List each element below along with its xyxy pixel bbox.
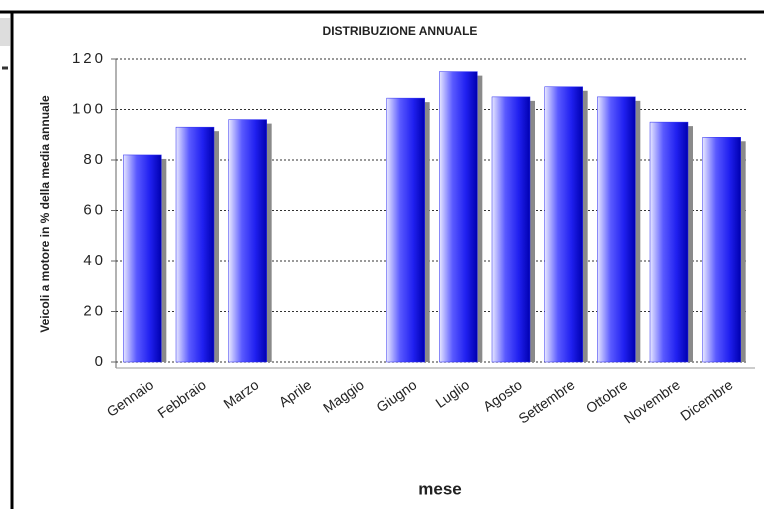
bar (544, 86, 583, 363)
y-tick-label: 80 (83, 151, 106, 168)
bar (702, 137, 741, 363)
chart-title: DISTRIBUZIONE ANNUALE (323, 24, 478, 38)
y-tick-label: 0 (95, 353, 106, 370)
bar (123, 154, 162, 363)
side-panel (0, 18, 10, 46)
y-tick-label: 40 (83, 252, 106, 269)
bar (439, 71, 478, 363)
bar (649, 121, 689, 363)
y-tick-label: 100 (72, 100, 106, 117)
y-tick-label: 120 (72, 50, 106, 67)
y-tick-label: 60 (83, 201, 106, 218)
y-tick-label: 20 (83, 302, 106, 319)
bar (228, 119, 267, 363)
bar (491, 96, 531, 363)
y-axis-title: Veicoli a motore in % della media annual… (38, 95, 52, 333)
x-axis-title: mese (418, 479, 461, 498)
bar (386, 97, 425, 363)
bar (597, 96, 636, 363)
bar (175, 126, 215, 363)
